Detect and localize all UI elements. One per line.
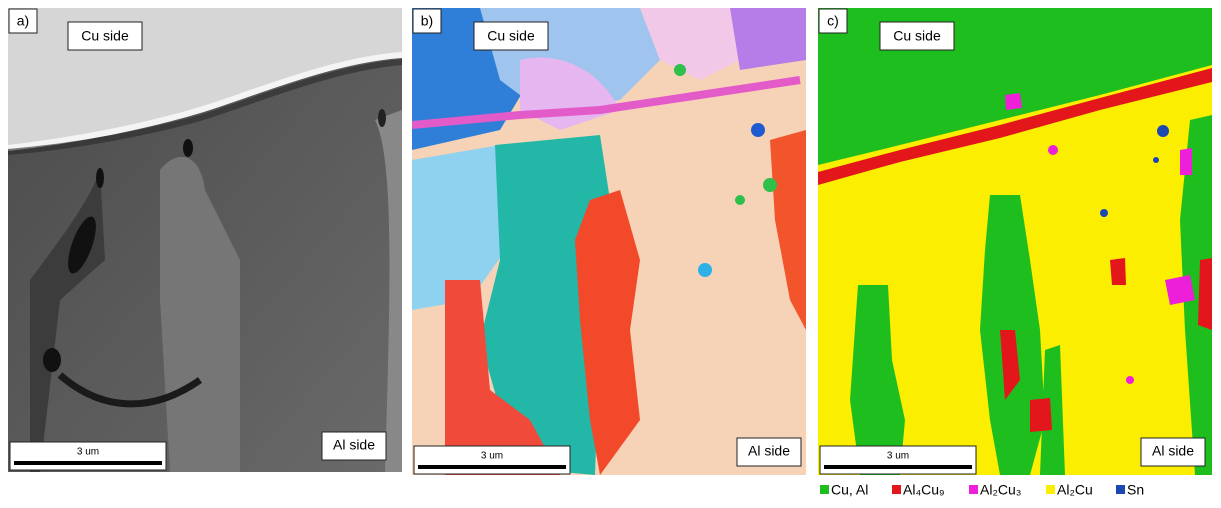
top-label: Cu side	[81, 28, 129, 44]
bottom-label: Al side	[1152, 443, 1194, 459]
panel-label: c)	[827, 13, 839, 29]
legend-swatch	[892, 485, 901, 494]
panel-b-image	[412, 8, 806, 475]
scale-bar-label: 3 um	[887, 451, 909, 462]
scale-bar-label: 3 um	[481, 451, 503, 462]
phase-region	[1126, 376, 1134, 384]
scale-bar-label: 3 um	[77, 447, 99, 458]
phase-region	[1100, 209, 1108, 217]
phase-region	[1198, 258, 1212, 330]
panel-c-image	[818, 8, 1212, 475]
phase-region	[1157, 125, 1169, 137]
legend: Cu, Al Al₄Cu₉ Al₂Cu₃ Al₂Cu Sn	[820, 482, 1144, 498]
legend-swatch	[820, 485, 829, 494]
panel-label: b)	[421, 13, 433, 29]
legend-swatch	[1046, 485, 1055, 494]
legend-label: Al₂Cu	[1057, 482, 1093, 498]
phase-region	[1110, 258, 1126, 285]
legend-swatch	[1116, 485, 1125, 494]
legend-label: Al₄Cu₉	[903, 482, 945, 498]
figure: a) Cu side Al side 3 um b) Cu side Al si…	[0, 0, 1221, 503]
legend-swatch	[969, 485, 978, 494]
bottom-label: Al side	[748, 443, 790, 459]
phase-region	[1180, 148, 1192, 175]
legend-label: Sn	[1127, 482, 1144, 498]
phase-region	[1030, 398, 1052, 432]
legend-label: Al₂Cu₃	[980, 482, 1021, 498]
panel-label: a)	[17, 13, 29, 29]
top-label: Cu side	[487, 28, 535, 44]
phase-region	[1048, 145, 1058, 155]
bottom-label: Al side	[333, 437, 375, 453]
phase-region	[1005, 93, 1022, 110]
legend-label: Cu, Al	[831, 482, 868, 498]
phase-region	[1153, 157, 1159, 163]
panel-a-image	[8, 8, 402, 472]
top-label: Cu side	[893, 28, 941, 44]
phase-region	[1165, 275, 1195, 305]
